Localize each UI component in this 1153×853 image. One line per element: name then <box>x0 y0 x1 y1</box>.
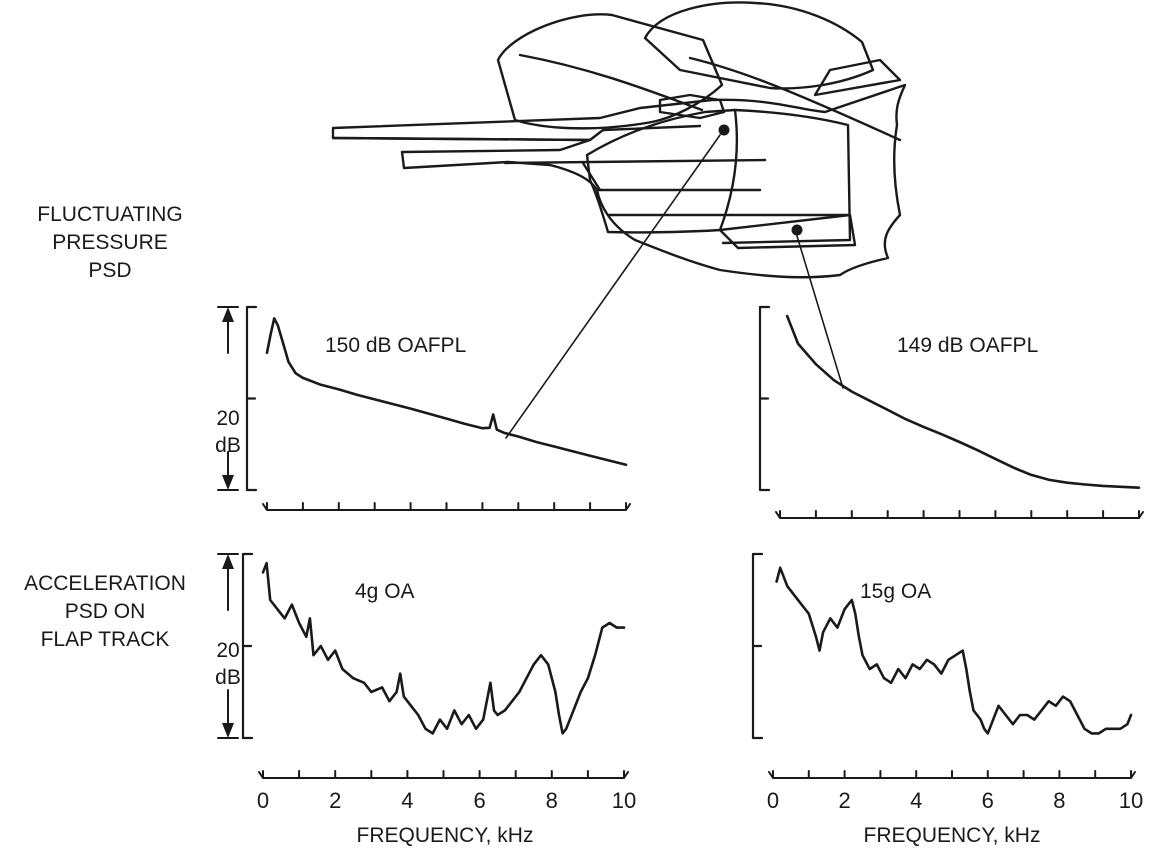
annotation-acceleration-right: 15g OA <box>860 580 931 603</box>
y-frame-bracket <box>758 305 771 492</box>
flap-panel-mid <box>721 108 852 245</box>
x-axis-line <box>768 770 1136 779</box>
pressure-scale-bar: 20 dB <box>215 306 241 491</box>
wing-leading-edge <box>331 124 702 142</box>
engine-nacelle-right-tail <box>813 58 902 97</box>
acceleration-scale-bar: 20 dB <box>215 553 241 739</box>
engine-nacelle-right <box>643 1 875 90</box>
x-axis-line <box>775 510 1144 519</box>
y-frame-bracket <box>751 552 764 740</box>
annotation-acceleration-left: 4g OA <box>355 580 415 603</box>
x-tick-label-0: 0 <box>767 788 779 813</box>
flap-line-4 <box>581 161 602 192</box>
xlabel-right: FREQUENCY, kHz <box>864 824 1041 847</box>
acceleration-scale-unit: dB <box>215 666 241 689</box>
acceleration-scale-value: 20 <box>216 639 239 662</box>
x-tick-label-4: 4 <box>401 788 413 813</box>
x-tick-label-6: 6 <box>982 788 994 813</box>
wing-flap-illustration <box>331 1 907 439</box>
panel-acceleration-left: 0 2 4 6 8 10 <box>241 552 636 813</box>
series-line-pressure-left <box>265 317 628 467</box>
x-tick-label-4: 4 <box>910 788 922 813</box>
series-line-acceleration-right <box>775 566 1133 735</box>
flap-panel-rear <box>718 213 857 250</box>
pressure-scale-value: 20 <box>216 407 239 430</box>
x-tick-label-8: 8 <box>1053 788 1065 813</box>
x-tick-label-10: 10 <box>612 788 636 813</box>
pressure-scale-unit: dB <box>215 434 241 457</box>
acceleration-label-line-3: FLAP TRACK <box>41 628 170 651</box>
x-axis-line <box>262 502 631 511</box>
x-tick-label-6: 6 <box>473 788 485 813</box>
engine-nacelle-right-detail <box>688 56 902 142</box>
sensor-point-lower <box>791 224 803 236</box>
wing-main <box>331 83 907 279</box>
panel-pressure-left <box>245 305 631 511</box>
panel-pressure-right <box>758 305 1144 519</box>
leader-line-right <box>796 235 844 389</box>
left-labels: FLUCTUATING PRESSURE PSD ACCELERATION PS… <box>24 203 186 651</box>
xlabel-left: FREQUENCY, kHz <box>357 824 534 847</box>
engine-nacelle-left <box>496 13 724 130</box>
x-tick-label-8: 8 <box>546 788 558 813</box>
panel-acceleration-right: 0 2 4 6 8 10 <box>751 552 1143 813</box>
x-axis-line <box>258 770 629 779</box>
annotation-pressure-left: 150 dB OAFPL <box>325 334 466 357</box>
series-line-pressure-right <box>785 314 1141 490</box>
engine-nacelle-left-inlet <box>518 53 704 112</box>
engine-pylon <box>658 93 726 120</box>
pressure-label-line-2: PRESSURE <box>52 231 168 254</box>
x-tick-label-10: 10 <box>1119 788 1143 813</box>
y-frame-bracket <box>241 552 254 740</box>
x-tick-label-2: 2 <box>329 788 341 813</box>
leader-line-left <box>505 134 721 439</box>
acceleration-label-line-2: PSD ON <box>65 600 146 623</box>
annotation-pressure-right: 149 dB OAFPL <box>897 334 1038 357</box>
acceleration-label-line-1: ACCELERATION <box>24 572 186 595</box>
x-tick-label-2: 2 <box>838 788 850 813</box>
x-tick-label-0: 0 <box>257 788 269 813</box>
y-frame-bracket <box>245 305 258 492</box>
flap-line-1 <box>503 158 767 165</box>
pressure-label-line-1: FLUCTUATING <box>37 203 182 226</box>
pressure-label-line-3: PSD <box>88 259 131 282</box>
sensor-point-upper <box>718 124 730 136</box>
series-line-acceleration-left <box>261 561 626 735</box>
